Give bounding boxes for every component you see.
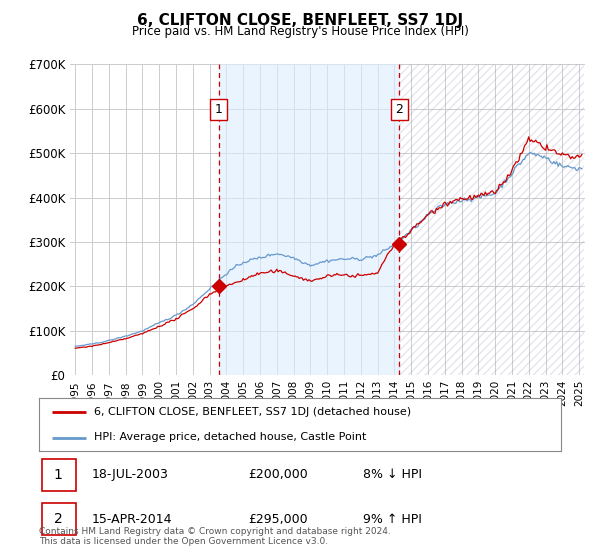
Text: HPI: Average price, detached house, Castle Point: HPI: Average price, detached house, Cast…	[94, 432, 366, 442]
Text: Price paid vs. HM Land Registry's House Price Index (HPI): Price paid vs. HM Land Registry's House …	[131, 25, 469, 38]
Bar	[399, 64, 584, 375]
Text: £295,000: £295,000	[248, 512, 307, 526]
Text: 1: 1	[54, 468, 63, 482]
Text: 2: 2	[395, 103, 403, 116]
Text: 1: 1	[215, 103, 223, 116]
Bar	[399, 64, 584, 375]
Text: 8% ↓ HPI: 8% ↓ HPI	[362, 468, 422, 482]
Text: 2: 2	[54, 512, 62, 526]
FancyBboxPatch shape	[41, 503, 76, 535]
Text: 15-APR-2014: 15-APR-2014	[91, 512, 172, 526]
Text: 6, CLIFTON CLOSE, BENFLEET, SS7 1DJ: 6, CLIFTON CLOSE, BENFLEET, SS7 1DJ	[137, 13, 463, 28]
Text: 6, CLIFTON CLOSE, BENFLEET, SS7 1DJ (detached house): 6, CLIFTON CLOSE, BENFLEET, SS7 1DJ (det…	[94, 408, 411, 418]
Text: 9% ↑ HPI: 9% ↑ HPI	[362, 512, 422, 526]
Text: Contains HM Land Registry data © Crown copyright and database right 2024.
This d: Contains HM Land Registry data © Crown c…	[39, 526, 391, 546]
FancyBboxPatch shape	[41, 459, 76, 491]
Text: £200,000: £200,000	[248, 468, 308, 482]
Bar	[218, 64, 399, 375]
Text: 18-JUL-2003: 18-JUL-2003	[91, 468, 168, 482]
